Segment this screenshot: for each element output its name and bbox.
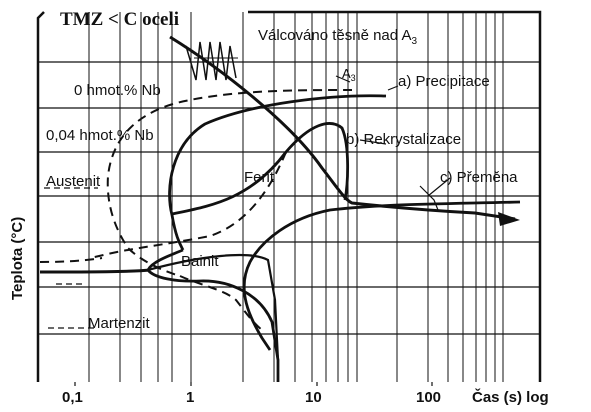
solid-bainite-curve [242, 200, 521, 351]
label-nb-0: 0 hmot.% Nb [74, 82, 161, 99]
diagram-title: TMZ < C oceli [60, 9, 179, 30]
diagram-subtitle: Válcováno těsně nad A3 [258, 27, 417, 47]
subtitle-text: Válcováno těsně nad A [258, 27, 411, 44]
solid-ferrite-nose-loop [171, 122, 350, 216]
label-austenit: Austenit [46, 173, 101, 190]
solid-martensite-line [147, 253, 280, 361]
x-tick-1: 1 [186, 389, 194, 406]
plot-frame [36, 10, 542, 382]
label-premena: c) Přeměna [440, 169, 518, 186]
cooling-path-arrowhead [498, 212, 520, 226]
x-axis-label: Čas (s) log [472, 388, 549, 406]
label-rekrystalizace: b) Rekrystalizace [346, 131, 461, 148]
a3-subscript: 3 [351, 73, 356, 83]
rolling-passes-zigzag [185, 41, 238, 81]
solid-bainite-finish [39, 268, 151, 274]
horizontal-gridlines [38, 61, 540, 335]
label-bainit: Bainit [181, 253, 219, 270]
x-tick-10: 10 [305, 389, 322, 406]
label-nb-004: 0,04 hmot.% Nb [46, 127, 154, 144]
subtitle-subscript: 3 [411, 36, 417, 47]
a3-label: A3 [342, 66, 356, 83]
x-tick-0-1: 0,1 [62, 389, 83, 406]
solid-ferrite-start-curve [168, 94, 387, 251]
a3-text: A [342, 66, 351, 81]
annotation-leaders [44, 75, 451, 329]
label-ferit: Ferit [244, 169, 275, 186]
x-axis-ticks [74, 382, 433, 386]
label-precipitace: a) Precipitace [398, 73, 490, 90]
y-axis-label: Teplota (°C) [9, 217, 26, 300]
x-tick-100: 100 [416, 389, 441, 406]
label-martenzit: Martenzit [88, 315, 151, 332]
cooling-path-curve [169, 35, 516, 221]
vertical-gridlines [88, 12, 504, 382]
dashed-curves [39, 89, 353, 331]
solid-bainite-nose [146, 248, 280, 382]
